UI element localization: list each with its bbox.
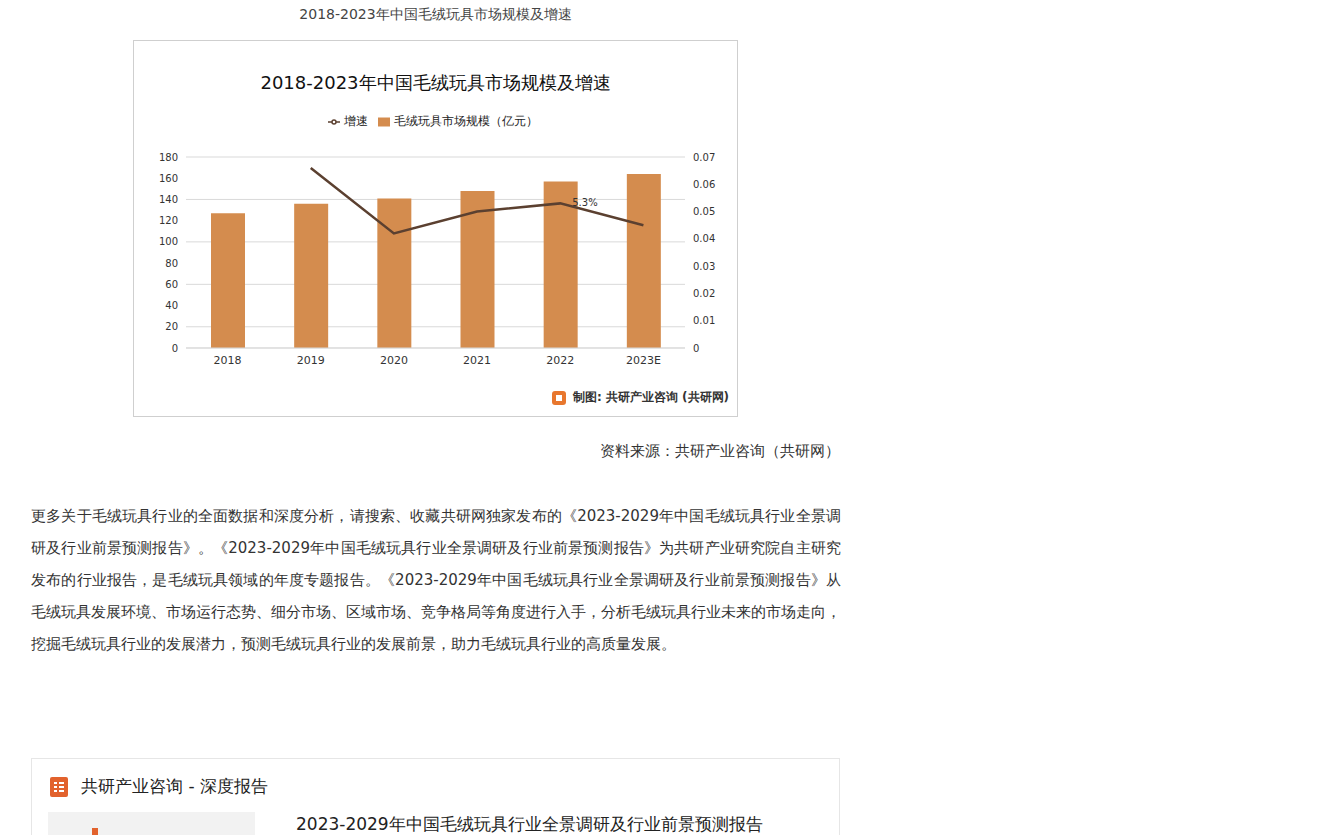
html-text:资料来源：共研产业咨询（共研网）: 资料来源：共研产业咨询（共研网） [600,442,840,460]
svg-text:160: 160 [159,173,178,184]
svg-text:0.05: 0.05 [693,206,715,217]
svg-text:0.02: 0.02 [693,288,715,299]
html-text:增速: 增速 [344,114,368,128]
svg-text:2021: 2021 [463,354,491,367]
svg-text:60: 60 [165,279,178,290]
svg-text:5.3%: 5.3% [572,197,597,208]
svg-text:180: 180 [159,152,178,163]
svg-text:2022: 2022 [546,354,574,367]
svg-text:20: 20 [165,321,178,332]
svg-text:140: 140 [159,194,178,205]
svg-text:0.04: 0.04 [693,233,715,244]
html-text:2018-2023年中国毛绒玩具市场规模及增速: 2018-2023年中国毛绒玩具市场规模及增速 [299,6,572,22]
svg-text:0: 0 [172,343,178,354]
svg-text:80: 80 [165,258,178,269]
svg-text:2023E: 2023E [626,354,661,367]
svg-text:0.03: 0.03 [693,261,715,272]
html-text:共研产业咨询 - 深度报告: 共研产业咨询 - 深度报告 [81,776,268,796]
svg-text:40: 40 [165,300,178,311]
svg-text:0: 0 [693,343,699,354]
svg-text:0.01: 0.01 [693,315,715,326]
html-text:毛绒玩具市场规模（亿元）: 毛绒玩具市场规模（亿元） [394,114,538,128]
svg-text:0.07: 0.07 [693,152,715,163]
html-text:更多关于毛绒玩具行业的全面数据和深度分析，请搜索、收藏共研网: 更多关于毛绒玩具行业的全面数据和深度分析，请搜索、收藏共研网独家发布的《2023… [31,507,841,653]
svg-text:2019: 2019 [297,354,325,367]
svg-text:2018: 2018 [214,354,242,367]
svg-text:120: 120 [159,215,178,226]
html-text:制图: 共研产业咨询 (共研网): 制图: 共研产业咨询 (共研网) [572,390,729,404]
html-text:2018-2023年中国毛绒玩具市场规模及增速: 2018-2023年中国毛绒玩具市场规模及增速 [260,72,611,93]
svg-text:100: 100 [159,236,178,247]
svg-text:0.06: 0.06 [693,179,715,190]
svg-text:2020: 2020 [380,354,408,367]
html-text:2023-2029年中国毛绒玩具行业全景调研及行业前景预测报: 2023-2029年中国毛绒玩具行业全景调研及行业前景预测报告 [296,814,763,834]
